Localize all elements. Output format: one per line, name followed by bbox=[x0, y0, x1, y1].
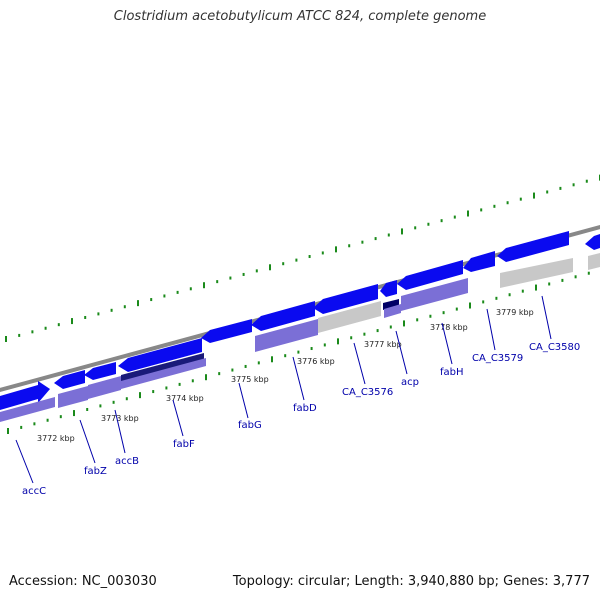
gene-label-fabZ[interactable]: fabZ bbox=[84, 466, 107, 477]
leader-acp bbox=[395, 330, 408, 375]
cds-bar-next[interactable] bbox=[588, 253, 600, 270]
gene-arrow-fabZ[interactable] bbox=[54, 367, 85, 389]
gene-arrow-CA_C3579[interactable] bbox=[463, 251, 495, 272]
gene-label-fabH[interactable]: fabH bbox=[440, 367, 464, 378]
cds-bar-CA_C3580[interactable] bbox=[500, 258, 573, 288]
gene-label-leaders bbox=[15, 295, 552, 484]
cds-bar-fabH[interactable] bbox=[401, 278, 468, 311]
gene-arrow-fabD[interactable] bbox=[251, 301, 315, 331]
gene-label-CA_C3579[interactable]: CA_C3579 bbox=[472, 353, 523, 364]
gene-label-fabG[interactable]: fabG bbox=[238, 420, 262, 431]
gene-label-accC[interactable]: accC bbox=[22, 486, 46, 497]
tick-label: 3777 kbp bbox=[364, 340, 402, 349]
cds-bar-fabZ[interactable] bbox=[58, 386, 88, 408]
gene-labels: accC fabZ accB fabF fabG fabD CA_C3576 a… bbox=[22, 342, 580, 497]
tick-label: 3776 kbp bbox=[297, 357, 335, 366]
gene-label-fabF[interactable]: fabF bbox=[173, 439, 195, 450]
cds-bar-acp[interactable] bbox=[384, 304, 401, 318]
gene-arrow-acp[interactable] bbox=[380, 280, 397, 297]
gene-arrow-fabF[interactable] bbox=[118, 338, 202, 372]
leader-CA_C3576 bbox=[353, 342, 366, 385]
gene-arrow-CA_C3580[interactable] bbox=[497, 231, 569, 262]
leader-accB bbox=[114, 409, 126, 454]
cds-bar-accC[interactable] bbox=[0, 397, 55, 422]
tick-labels: 3772 kbp 3773 kbp 3774 kbp 3775 kbp 3776… bbox=[37, 308, 534, 443]
accession-text: Accession: NC_003030 bbox=[9, 574, 157, 589]
gene-arrow-next[interactable] bbox=[585, 234, 600, 250]
cds-track bbox=[0, 253, 600, 422]
gene-arrow-fabH[interactable] bbox=[397, 260, 463, 290]
gene-label-fabD[interactable]: fabD bbox=[293, 403, 317, 414]
cds-bar-CA_C3576[interactable] bbox=[318, 301, 381, 333]
gene-track bbox=[0, 231, 600, 410]
gene-arrow-CA_C3576[interactable] bbox=[313, 284, 378, 314]
gene-label-CA_C3580[interactable]: CA_C3580 bbox=[529, 342, 580, 353]
gene-label-acp[interactable]: acp bbox=[401, 377, 419, 388]
tick-label: 3774 kbp bbox=[166, 394, 204, 403]
leader-CA_C3580 bbox=[541, 295, 552, 340]
leader-fabZ bbox=[79, 419, 96, 464]
cds-bar-fabD[interactable] bbox=[255, 319, 318, 352]
leader-accC bbox=[15, 439, 34, 484]
leader-fabF bbox=[172, 399, 184, 437]
gene-label-CA_C3576[interactable]: CA_C3576 bbox=[342, 387, 393, 398]
genome-summary-text: Topology: circular; Length: 3,940,880 bp… bbox=[232, 574, 590, 589]
cds-bar-fabF[interactable] bbox=[121, 358, 206, 389]
map-title: Clostridium acetobutylicum ATCC 824, com… bbox=[113, 9, 487, 24]
tick-label: 3778 kbp bbox=[430, 323, 468, 332]
tick-label: 3772 kbp bbox=[37, 434, 75, 443]
gene-label-accB[interactable]: accB bbox=[115, 456, 139, 467]
upper-scale-ticks bbox=[5, 174, 600, 342]
gene-arrow-fabG[interactable] bbox=[201, 319, 252, 343]
leader-CA_C3579 bbox=[486, 308, 496, 351]
tick-label: 3775 kbp bbox=[231, 375, 269, 384]
leader-fabD bbox=[292, 356, 305, 401]
gene-arrow-accB[interactable] bbox=[84, 362, 116, 380]
tick-label: 3773 kbp bbox=[101, 414, 139, 423]
gene-arrow-accC[interactable] bbox=[0, 381, 50, 410]
cds-bar-accB[interactable] bbox=[88, 376, 121, 399]
tick-label: 3779 kbp bbox=[496, 308, 534, 317]
lower-scale-ticks bbox=[7, 271, 590, 434]
leader-fabG bbox=[238, 382, 249, 419]
leader-fabH bbox=[441, 322, 453, 365]
cds-bar-acp-dark[interactable] bbox=[383, 299, 399, 310]
